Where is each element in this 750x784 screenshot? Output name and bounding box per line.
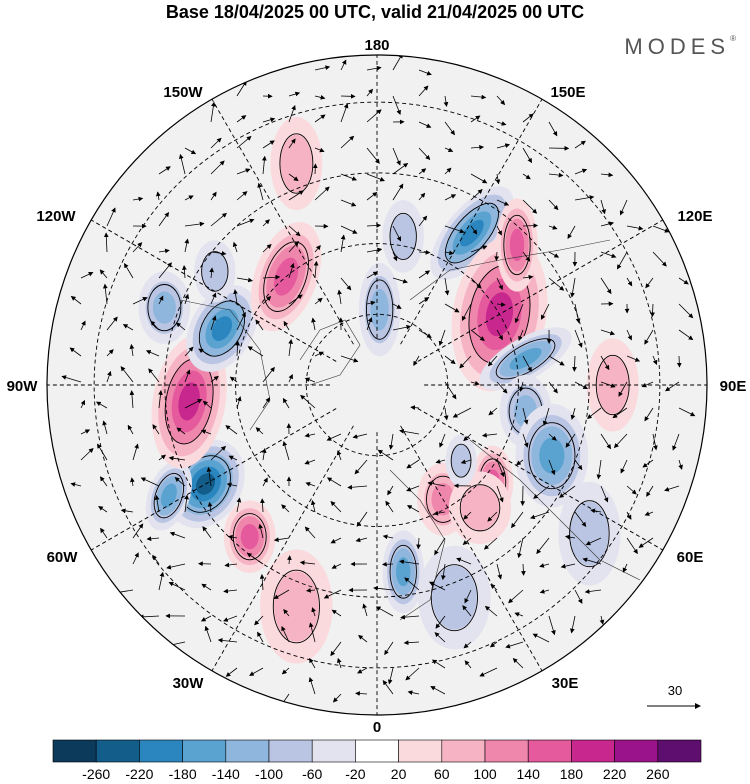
anomaly-contour bbox=[241, 524, 259, 549]
colorbar-tick: -180 bbox=[169, 766, 197, 782]
colorbar-tick: 180 bbox=[560, 766, 583, 782]
lon-label-30e: 30E bbox=[552, 675, 579, 692]
colorbar-swatch bbox=[615, 740, 658, 762]
lon-label-90e: 90E bbox=[720, 378, 747, 395]
colorbar-swatch bbox=[658, 740, 701, 762]
anomaly-contour bbox=[461, 485, 499, 530]
colorbar-swatch bbox=[442, 740, 485, 762]
map-disk bbox=[40, 50, 720, 720]
colorbar bbox=[53, 740, 701, 762]
colorbar-swatch bbox=[269, 740, 312, 762]
colorbar-tick: 20 bbox=[391, 766, 407, 782]
colorbar-swatch bbox=[571, 740, 614, 762]
colorbar-swatch bbox=[312, 740, 355, 762]
lon-label-30w: 30W bbox=[173, 675, 205, 692]
colorbar-swatch bbox=[485, 740, 528, 762]
lon-label-150w: 150W bbox=[163, 84, 203, 101]
anomaly-contour bbox=[153, 291, 176, 323]
lon-label-0: 0 bbox=[373, 719, 381, 736]
anomaly-contour bbox=[390, 214, 416, 259]
colorbar-tick: 140 bbox=[517, 766, 540, 782]
anomaly-contour bbox=[432, 566, 477, 630]
colorbar-swatch bbox=[528, 740, 571, 762]
lon-label-150e: 150E bbox=[550, 84, 585, 101]
colorbar-tick: 60 bbox=[434, 766, 450, 782]
colorbar-tick: 260 bbox=[646, 766, 669, 782]
lon-label-60e: 60E bbox=[677, 549, 704, 566]
colorbar-tick: -260 bbox=[82, 766, 110, 782]
colorbar-swatch bbox=[139, 740, 182, 762]
anomaly-contour bbox=[202, 252, 228, 290]
colorbar-tick: -140 bbox=[212, 766, 240, 782]
colorbar-tick: -60 bbox=[302, 766, 322, 782]
colorbar-tick: -20 bbox=[345, 766, 365, 782]
colorbar-swatch bbox=[226, 740, 269, 762]
colorbar-swatch bbox=[53, 740, 96, 762]
lon-label-180: 180 bbox=[364, 37, 389, 54]
lon-label-120w: 120W bbox=[36, 208, 76, 225]
lon-label-60w: 60W bbox=[47, 549, 79, 566]
colorbar-tick: 100 bbox=[473, 766, 496, 782]
colorbar-swatch bbox=[183, 740, 226, 762]
lon-label-120e: 120E bbox=[677, 208, 712, 225]
anomaly-contour bbox=[280, 135, 312, 192]
reference-vector-label: 30 bbox=[668, 683, 682, 698]
colorbar-swatch bbox=[399, 740, 442, 762]
anomaly-contour bbox=[370, 289, 388, 330]
colorbar-swatch bbox=[355, 740, 398, 762]
colorbar-tick: 220 bbox=[603, 766, 626, 782]
wind-arrow bbox=[523, 225, 537, 226]
lon-label-90w: 90W bbox=[7, 378, 39, 395]
colorbar-tick: -220 bbox=[125, 766, 153, 782]
colorbar-swatch bbox=[96, 740, 139, 762]
colorbar-tick-labels: -260 -220 -180 -140 -100 -60 -20 20 60 100 140 180 2… bbox=[0, 766, 750, 784]
colorbar-tick: -100 bbox=[255, 766, 283, 782]
